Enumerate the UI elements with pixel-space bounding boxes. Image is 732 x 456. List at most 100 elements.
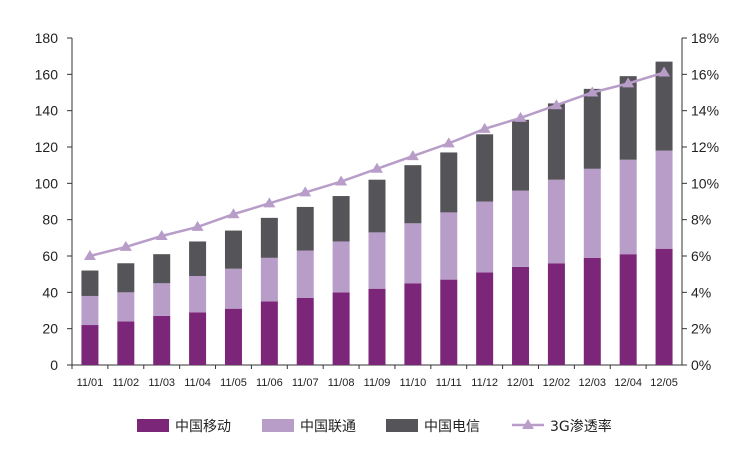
line-point-marker: [550, 99, 563, 110]
bar-segment: [368, 288, 386, 365]
bar-segment: [260, 301, 278, 365]
bar-segment: [404, 223, 422, 284]
bar-segment: [296, 250, 314, 298]
y2-tick-label: 16%: [691, 66, 719, 82]
x-tick-label: 12/04: [614, 377, 642, 389]
line-point-marker: [586, 86, 599, 97]
x-tick-label: 12/01: [507, 377, 535, 389]
bar-segment: [81, 325, 99, 365]
bar-segment: [81, 270, 99, 296]
x-tick-label: 12/03: [579, 377, 607, 389]
x-tick-label: 11/03: [148, 377, 175, 389]
y-tick-label: 80: [42, 212, 58, 228]
bar-segment: [440, 279, 458, 365]
x-tick-label: 11/06: [256, 377, 283, 389]
chart-legend: 中国移动 中国联通 中国电信 3G渗透率: [137, 418, 612, 435]
bar-segment: [512, 266, 530, 365]
bar-segment: [260, 217, 278, 258]
x-tick-label: 11/01: [77, 377, 104, 389]
chart-axes: 0 20 40 60 80 100 120 140 160 180 0% 2% 4% 6% 8% 10% 12%…: [35, 30, 719, 389]
legend-label: 中国移动: [175, 419, 231, 435]
x-tick-label: 11/04: [184, 377, 211, 389]
chart-bars: [81, 61, 673, 365]
bar-segment: [332, 241, 350, 293]
y2-tick-label: 6%: [691, 248, 711, 264]
y2-tick-label: 8%: [691, 212, 711, 228]
bar-segment: [117, 263, 135, 293]
bar-segment: [224, 268, 242, 309]
bar-segment: [476, 134, 494, 202]
bar-segment: [512, 190, 530, 267]
bar-segment: [189, 275, 207, 313]
chart-line: [83, 66, 671, 260]
y2-tick-label: 12%: [691, 139, 719, 155]
line-point-marker: [119, 240, 132, 251]
bar-segment: [619, 254, 637, 365]
y2-tick-label: 18%: [691, 30, 719, 46]
bar-segment: [296, 297, 314, 365]
y2-tick-label: 4%: [691, 284, 711, 300]
y-tick-label: 140: [35, 103, 59, 119]
bar-segment: [547, 179, 565, 264]
line-point-marker: [335, 175, 348, 186]
x-tick-label: 12/02: [543, 377, 571, 389]
legend-marker: [522, 419, 534, 429]
bar-segment: [655, 61, 673, 151]
bar-segment: [153, 254, 171, 284]
legend-swatch: [137, 419, 169, 432]
bar-segment: [476, 201, 494, 273]
line-point-marker: [191, 220, 204, 231]
bar-segment: [547, 263, 565, 365]
bar-segment: [117, 321, 135, 365]
bar-segment: [368, 232, 386, 289]
line-point-marker: [406, 150, 419, 161]
line-point-marker: [371, 162, 383, 173]
bar-segment: [583, 168, 601, 258]
y-tick-label: 40: [42, 284, 58, 300]
bar-segment: [619, 159, 637, 255]
y2-tick-label: 10%: [691, 175, 719, 191]
bar-segment: [655, 150, 673, 249]
bar-segment: [404, 283, 422, 365]
line-point-marker: [478, 122, 491, 133]
bar-segment: [440, 152, 458, 213]
y2-tick-label: 2%: [691, 321, 711, 337]
bar-segment: [153, 315, 171, 365]
x-tick-label: 11/12: [471, 377, 498, 389]
x-tick-label: 11/05: [220, 377, 247, 389]
bar-segment: [655, 248, 673, 365]
x-tick-label: 11/09: [364, 377, 391, 389]
bar-segment: [332, 196, 350, 242]
legend-swatch: [386, 419, 418, 432]
y2-tick-label: 14%: [691, 103, 719, 119]
line-point-marker: [263, 197, 276, 208]
y-tick-label: 0: [50, 357, 58, 373]
y2-tick-label: 0%: [691, 357, 711, 373]
line-point-marker: [514, 111, 527, 122]
line-point-marker: [83, 250, 96, 260]
bar-segment: [117, 292, 135, 322]
bar-segment: [368, 179, 386, 233]
bar-segment: [189, 241, 207, 276]
line-point-marker: [227, 208, 240, 219]
x-tick-label: 11/02: [112, 377, 139, 389]
line-point-marker: [299, 186, 312, 197]
y-tick-label: 60: [42, 248, 58, 264]
bar-segment: [440, 212, 458, 280]
bar-segment: [512, 119, 530, 191]
y-tick-label: 160: [35, 66, 59, 82]
bar-segment: [476, 272, 494, 365]
bar-segment: [296, 206, 314, 251]
line-point-marker: [658, 66, 671, 77]
bar-segment: [583, 88, 601, 169]
x-tick-label: 11/07: [292, 377, 319, 389]
line-point-marker: [155, 230, 168, 241]
bar-segment: [404, 165, 422, 224]
legend-label: 3G渗透率: [550, 418, 612, 435]
y-tick-label: 100: [35, 175, 59, 191]
x-tick-label: 11/10: [400, 377, 427, 389]
legend-label: 中国联通: [300, 419, 356, 435]
line-point-marker: [442, 137, 455, 148]
legend-swatch: [262, 419, 294, 432]
